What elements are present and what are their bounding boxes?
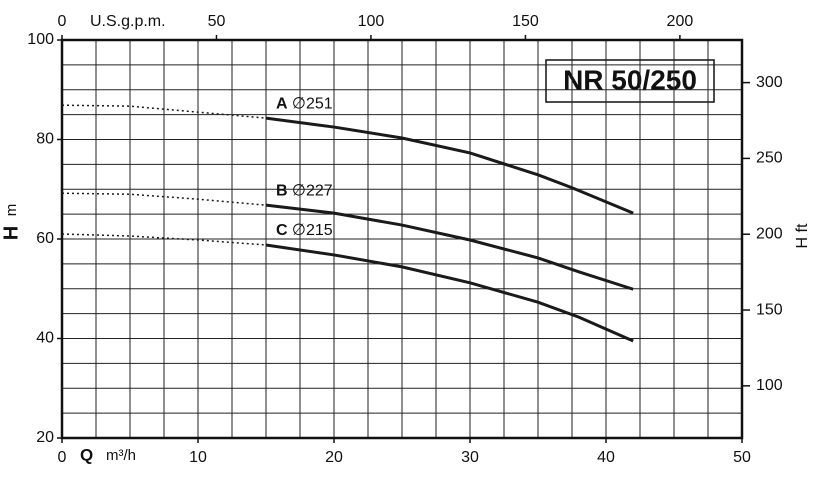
x2-axis-label: U.S.g.p.m. bbox=[90, 13, 166, 30]
x-tick-label: 50 bbox=[733, 449, 751, 466]
curve-name: A bbox=[276, 95, 288, 112]
y-tick-label: 40 bbox=[36, 330, 54, 347]
curve-diameter: ∅227 bbox=[292, 182, 333, 199]
x-tick-label: 40 bbox=[597, 449, 615, 466]
y-tick-label: 100 bbox=[27, 31, 54, 48]
y2-tick-label: 100 bbox=[756, 377, 783, 394]
chart-title: NR 50/250 bbox=[563, 64, 697, 95]
pump-curve bbox=[265, 243, 634, 343]
curve-diameter: ∅215 bbox=[292, 222, 333, 239]
x-tick-label: 20 bbox=[325, 449, 343, 466]
x2-tick-label: 50 bbox=[208, 13, 226, 30]
y-tick-label: 60 bbox=[36, 230, 54, 247]
title-box bbox=[545, 59, 715, 103]
y-tick-label: 80 bbox=[36, 131, 54, 148]
x2-tick-label: 150 bbox=[512, 13, 539, 30]
x2-tick-label: 200 bbox=[667, 13, 694, 30]
pump-curve-extrapolated bbox=[61, 104, 267, 119]
x-axis-unit: m³/h bbox=[106, 447, 136, 464]
y2-tick-label: 200 bbox=[756, 225, 783, 242]
x2-tick-label: 0 bbox=[58, 13, 67, 30]
curve-name: B bbox=[276, 182, 288, 199]
y-axis-unit: m bbox=[3, 204, 20, 217]
y-tick-label: 20 bbox=[36, 429, 54, 446]
y2-tick-label: 250 bbox=[756, 150, 783, 167]
pump-curve-extrapolated bbox=[61, 233, 267, 246]
curve-name: C bbox=[276, 222, 288, 239]
y-axis-label: H bbox=[0, 226, 22, 240]
x-tick-label: 0 bbox=[58, 449, 67, 466]
y2-tick-label: 150 bbox=[756, 301, 783, 318]
curve-diameter: ∅251 bbox=[292, 95, 333, 112]
x-axis-label: Q bbox=[80, 445, 93, 464]
x2-tick-label: 100 bbox=[358, 13, 385, 30]
x-tick-label: 10 bbox=[189, 449, 207, 466]
pump-curve bbox=[265, 116, 634, 215]
y2-axis-label: H ft bbox=[794, 223, 811, 248]
pump-curve bbox=[265, 203, 634, 291]
y2-tick-label: 300 bbox=[756, 74, 783, 91]
x-tick-label: 30 bbox=[461, 449, 479, 466]
pump-curve-extrapolated bbox=[61, 192, 267, 206]
